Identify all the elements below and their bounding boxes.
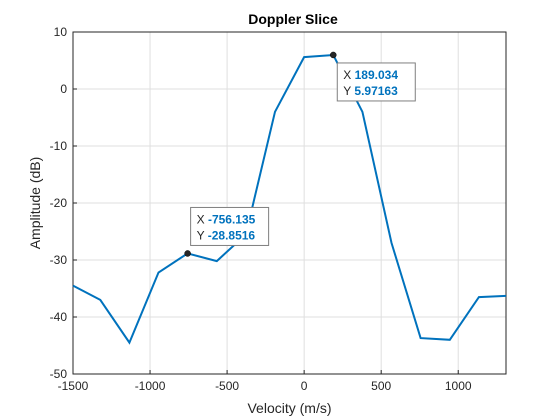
datatip-y-label: Y <box>343 84 354 98</box>
datatip-x-row: X -756.135 <box>197 212 256 226</box>
series-line <box>72 53 507 345</box>
x-tick-label: -1500 <box>58 379 89 393</box>
datatip-x-row: X 189.034 <box>343 68 398 82</box>
datatip-x-value: 189.034 <box>355 68 399 82</box>
y-tick-label: -30 <box>50 253 68 267</box>
datatip-y-value: -28.8516 <box>208 228 256 242</box>
y-tick-label: -10 <box>50 139 68 153</box>
datatip-x-value: -756.135 <box>208 212 256 226</box>
y-axis-label: Amplitude (dB) <box>27 157 43 250</box>
datatip-x-label: X <box>343 68 354 82</box>
datatip-y-row: Y 5.97163 <box>343 84 398 98</box>
chart-title: Doppler Slice <box>248 11 338 27</box>
axis-ticks: -1500 -1000 -500 0 500 1000 -50 -40 -30 -20 -10 0 10 <box>50 25 472 393</box>
datatip-x-label: X <box>197 212 208 226</box>
datatip-box <box>190 206 270 246</box>
x-tick-label: -1000 <box>135 379 166 393</box>
datatip-box <box>336 62 416 102</box>
datatip-y-value: 5.97163 <box>354 84 398 98</box>
datatip-y-row: Y -28.8516 <box>197 228 256 242</box>
x-axis-label: Velocity (m/s) <box>247 400 331 416</box>
x-tick-label: -500 <box>215 379 239 393</box>
datatip-y-label: Y <box>197 228 208 242</box>
y-tick-label: -20 <box>50 196 68 210</box>
y-tick-label: -40 <box>50 310 68 324</box>
y-tick-label: -50 <box>50 367 68 381</box>
y-tick-label: 10 <box>54 25 68 39</box>
x-tick-label: 500 <box>371 379 391 393</box>
y-tick-label: 0 <box>60 82 67 96</box>
x-tick-label: 0 <box>301 379 308 393</box>
datatip-marker[interactable] <box>184 250 191 257</box>
datatip-marker[interactable] <box>330 51 337 59</box>
x-tick-label: 1000 <box>445 379 472 393</box>
